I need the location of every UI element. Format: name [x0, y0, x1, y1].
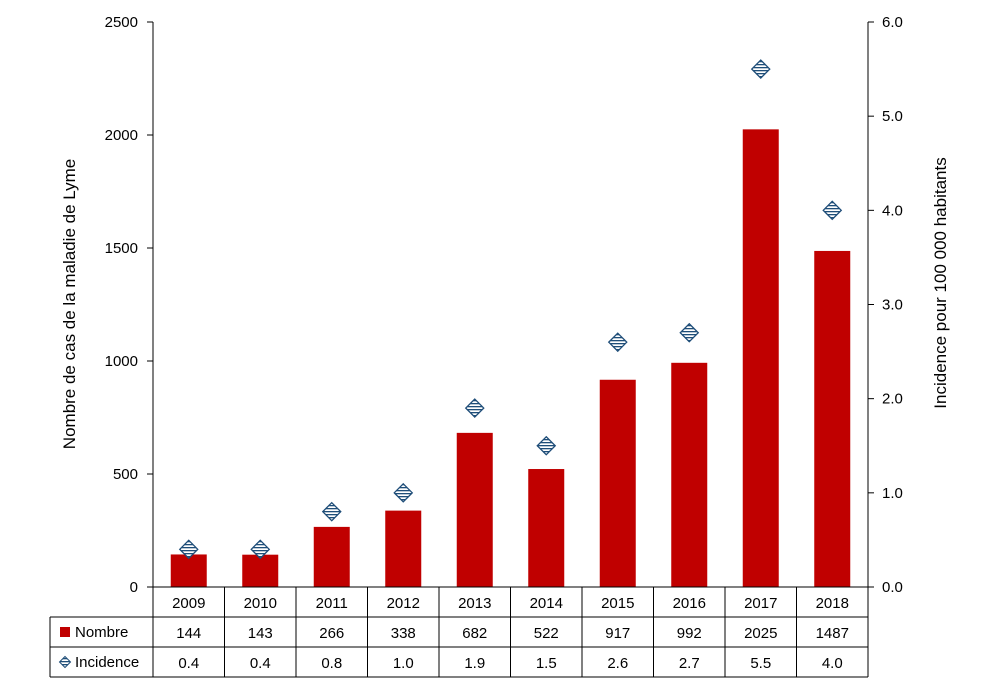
table-cell-nombre: 682	[462, 625, 487, 642]
y2-tick-label: 2.0	[882, 391, 903, 408]
marker-2012	[393, 482, 414, 503]
bars-layer	[170, 129, 851, 588]
marker-2011	[321, 501, 342, 522]
category-label: 2012	[387, 595, 420, 612]
marker-2009	[178, 539, 199, 560]
y-tick-label: 500	[113, 466, 138, 483]
y2-tick-label: 3.0	[882, 297, 903, 314]
bar-2011	[313, 526, 350, 587]
table-cell-incidence: 1.9	[464, 655, 485, 672]
y2-tick-label: 5.0	[882, 108, 903, 125]
table-cell-nombre: 1487	[816, 625, 849, 642]
y-tick-label: 1500	[105, 240, 138, 257]
category-label: 2018	[816, 595, 849, 612]
y-tick-label: 1000	[105, 353, 138, 370]
table-cell-incidence: 4.0	[822, 655, 843, 672]
category-label: 2015	[601, 595, 634, 612]
bar-2013	[456, 432, 493, 587]
category-label: 2010	[244, 595, 277, 612]
table-cell-nombre: 338	[391, 625, 416, 642]
table-cell-nombre: 266	[319, 625, 344, 642]
bar-2012	[385, 510, 422, 587]
y-tick-label: 0	[130, 579, 138, 596]
table-cell-nombre: 917	[605, 625, 630, 642]
y2-tick-label: 0.0	[882, 579, 903, 596]
table-cell-nombre: 2025	[744, 625, 777, 642]
marker-2018	[822, 200, 843, 221]
markers-layer	[178, 59, 843, 560]
category-label: 2016	[673, 595, 706, 612]
marker-2016	[679, 322, 700, 343]
marker-2014	[536, 435, 557, 456]
y2-tick-label: 1.0	[882, 485, 903, 502]
y2-tick-label: 6.0	[882, 14, 903, 31]
marker-2013	[464, 398, 485, 419]
table-cell-incidence: 2.6	[607, 655, 628, 672]
y-tick-label: 2500	[105, 14, 138, 31]
table-cell-incidence: 1.0	[393, 655, 414, 672]
table-cell-incidence: 1.5	[536, 655, 557, 672]
data-table: 2009 2010 2011 2012 2013 2014 2015 2016 2017 2018…	[49, 586, 869, 678]
table-cell-incidence: 0.4	[250, 655, 271, 672]
category-label: 2014	[530, 595, 563, 612]
category-label: 2013	[458, 595, 491, 612]
axes-layer: 0 500 1000 1500 2000 2500 0.0 1.0 2.0 3.0 4.0 5.0 6.…	[105, 14, 903, 596]
bar-2014	[528, 469, 565, 587]
table-cell-nombre: 992	[677, 625, 702, 642]
legend-label-nombre: Nombre	[75, 624, 128, 641]
legend-key-nombre	[60, 627, 70, 637]
bar-2015	[599, 379, 636, 587]
y-axis-title: Nombre de cas de la maladie de Lyme	[60, 159, 79, 449]
legend-label-incidence: Incidence	[75, 654, 139, 671]
y2-tick-label: 4.0	[882, 202, 903, 219]
table-cell-incidence: 5.5	[750, 655, 771, 672]
marker-2017	[750, 59, 771, 80]
bar-2016	[671, 362, 708, 587]
y2-axis-title: Incidence pour 100 000 habitants	[931, 157, 950, 408]
table-cell-nombre: 522	[534, 625, 559, 642]
bar-2018	[814, 250, 851, 588]
table-cell-incidence: 0.8	[321, 655, 342, 672]
marker-2015	[607, 332, 628, 353]
marker-2010	[250, 539, 271, 560]
category-label: 2011	[316, 595, 348, 612]
table-cell-incidence: 0.4	[178, 655, 199, 672]
bar-2010	[242, 554, 279, 587]
bar-2017	[742, 129, 779, 587]
category-label: 2009	[172, 595, 205, 612]
table-cell-nombre: 144	[176, 625, 201, 642]
bar-2009	[170, 554, 207, 587]
legend-key-incidence	[58, 655, 72, 669]
y-tick-label: 2000	[105, 127, 138, 144]
table-cell-incidence: 2.7	[679, 655, 700, 672]
category-label: 2017	[744, 595, 777, 612]
table-cell-nombre: 143	[248, 625, 273, 642]
